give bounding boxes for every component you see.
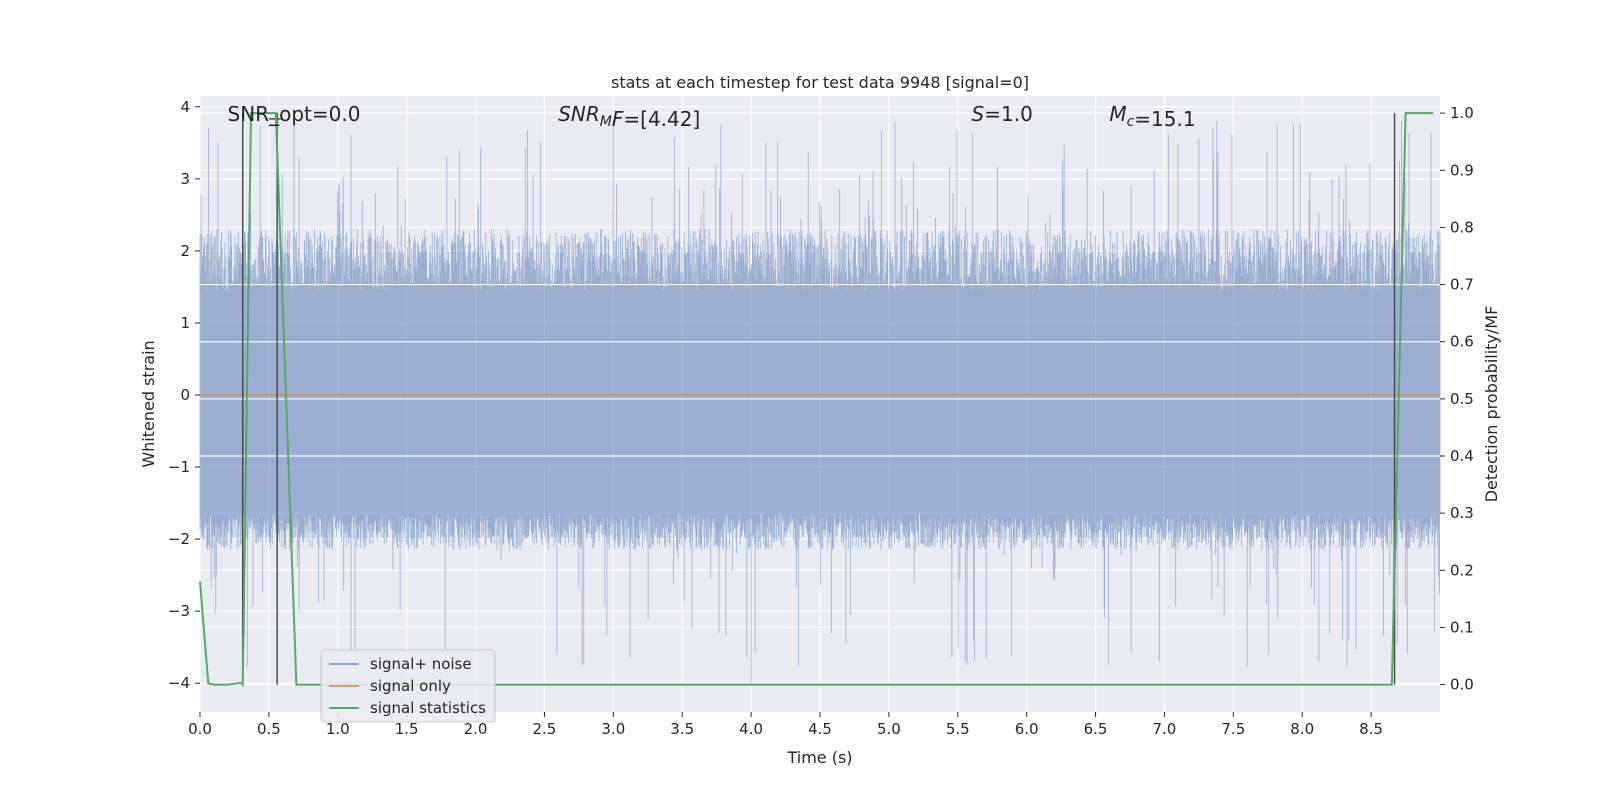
y2-tick-label: 0.5 (1450, 390, 1474, 408)
stat-annotation-part: SNR_opt=0.0 (228, 102, 361, 126)
annotations: SNR_opt=0.0 SNRMF=[4.42] S=1.0 Mc=15.1 (228, 102, 1196, 131)
y-tick-label: 4 (180, 98, 190, 116)
stat-annotation: Mc=15.1 (1109, 102, 1195, 131)
signal-noise-trace (199, 121, 1441, 684)
chart-title: stats at each timestep for test data 994… (611, 73, 1029, 92)
x-tick-label: 5.5 (946, 720, 970, 738)
x-tick-label: 2.5 (533, 720, 557, 738)
x-tick-label: 3.0 (601, 720, 625, 738)
y2-tick-label: 0.7 (1450, 276, 1474, 294)
stat-annotation: SNR_opt=0.0 (228, 102, 361, 126)
signal-noise-series (199, 121, 1441, 684)
y-tick-label: 0 (180, 386, 190, 404)
stat-annotation: S=1.0 (972, 102, 1033, 126)
legend-label-signal-statistics: signal statistics (370, 699, 486, 717)
x-tick-label: 4.5 (808, 720, 832, 738)
y2-tick-label: 0.9 (1450, 161, 1474, 179)
y2-tick-label: 0.0 (1450, 676, 1474, 694)
stat-annotation-part: M (600, 114, 612, 130)
stat-annotation-part: F (612, 107, 624, 131)
y-tick-label: −2 (168, 530, 190, 548)
x-tick-label: 6.5 (1084, 720, 1108, 738)
stat-annotation-part: =[4.42] (623, 107, 700, 131)
y-tick-label: −1 (168, 458, 190, 476)
y-tick-label: 2 (180, 242, 190, 260)
stat-annotation-part: c (1127, 114, 1135, 130)
x-tick-label: 0.0 (188, 720, 212, 738)
y2-tick-label: 0.6 (1450, 333, 1474, 351)
x-axis-label: Time (s) (786, 748, 852, 767)
x-tick-label: 6.0 (1015, 720, 1039, 738)
legend-box (320, 649, 496, 723)
x-tick-label: 7.0 (1153, 720, 1177, 738)
y2-tick-label: 1.0 (1450, 104, 1474, 122)
y2-tick-label: 0.4 (1450, 447, 1474, 465)
y-tick-label: −4 (168, 674, 190, 692)
x-tick-label: 5.0 (877, 720, 901, 738)
legend-label-signal-noise: signal+ noise (370, 655, 472, 673)
legend: signal+ noise signal only signal statist… (320, 649, 496, 723)
y-tick-label: 1 (180, 314, 190, 332)
y2-tick-label: 0.1 (1450, 618, 1474, 636)
x-tick-label: 4.0 (739, 720, 763, 738)
stat-annotation-part: M (1109, 102, 1126, 126)
x-tick-label: 8.0 (1290, 720, 1314, 738)
axes: 0.0 0.5 1.0 1.5 2.0 2.5 3.0 3.5 4.0 4.5 5.0 5.5 6.0 6… (168, 98, 1474, 738)
x-tick-label: 1.0 (326, 720, 350, 738)
x-tick-label: 3.5 (670, 720, 694, 738)
y-axis-label: Whitened strain (139, 340, 158, 467)
series-lines (199, 112, 1440, 688)
y-tick-label: 3 (180, 170, 190, 188)
legend-label-signal-only: signal only (370, 677, 451, 695)
y2-axis-label: Detection probability/MF (1482, 306, 1501, 503)
stat-annotation: SNRMF=[4.42] (558, 102, 700, 131)
stat-annotation-part: =15.1 (1134, 107, 1195, 131)
stat-annotation-part: S (972, 102, 985, 126)
signal-statistics-line (199, 112, 1434, 688)
x-tick-label: 7.5 (1221, 720, 1245, 738)
stat-annotation-part: SNR (558, 102, 600, 126)
y-tick-label: −3 (168, 602, 190, 620)
x-tick-label: 2.0 (464, 720, 488, 738)
y2-tick-label: 0.2 (1450, 561, 1474, 579)
stat-annotation-part: =1.0 (984, 102, 1033, 126)
x-tick-label: 0.5 (257, 720, 281, 738)
y2-tick-label: 0.8 (1450, 218, 1474, 236)
x-tick-label: 8.5 (1359, 720, 1383, 738)
x-tick-label: 1.5 (395, 720, 419, 738)
y2-tick-label: 0.3 (1450, 504, 1474, 522)
